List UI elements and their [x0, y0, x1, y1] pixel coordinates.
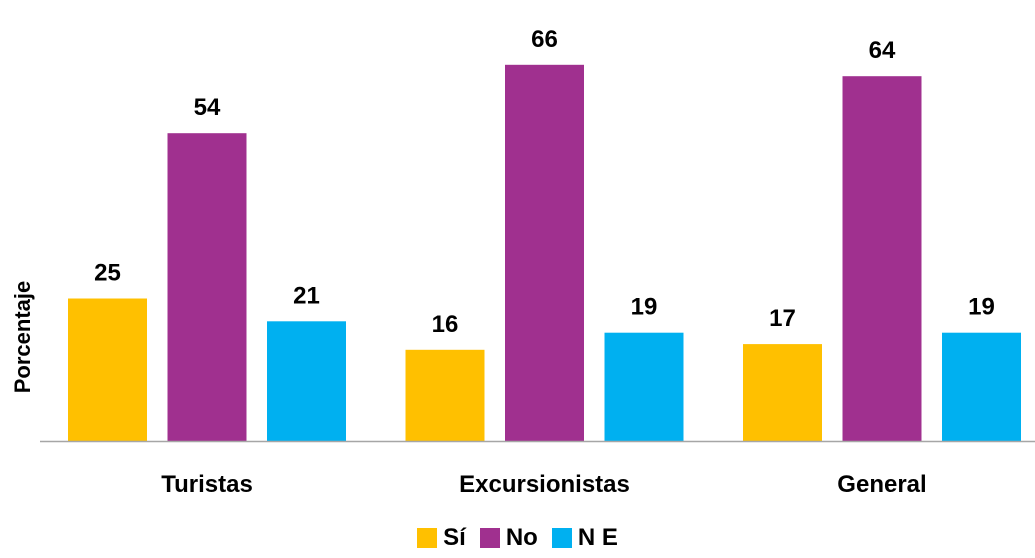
bar-excursionistas-1 — [505, 64, 584, 442]
legend-label: No — [505, 524, 538, 551]
value-labels: 25 54 21 16 66 19 17 64 19 — [94, 26, 995, 338]
category-labels: Turistas Excursionistas General — [161, 471, 926, 498]
legend-item: Sí — [417, 524, 466, 552]
bar-turistas-2 — [267, 321, 346, 441]
bar-general-0 — [743, 344, 822, 441]
category-label-turistas: Turistas — [161, 471, 253, 498]
bar-general-2 — [942, 332, 1021, 441]
value-label: 19 — [631, 294, 658, 321]
value-label: 54 — [194, 94, 221, 121]
category-label-general: General — [837, 471, 926, 498]
value-label: 19 — [968, 294, 995, 321]
legend-swatch — [417, 528, 438, 548]
legend-label: Sí — [443, 524, 466, 551]
legend-item: N E — [551, 524, 618, 552]
value-label: 66 — [531, 26, 558, 53]
legend-swatch — [551, 528, 572, 548]
legend: Sí No N E — [0, 524, 1035, 552]
bars — [68, 64, 1021, 442]
value-label: 16 — [432, 311, 459, 338]
y-axis-label: Porcentaje — [10, 281, 35, 394]
legend-swatch — [479, 528, 500, 548]
bar-turistas-0 — [68, 298, 147, 441]
bar-general-1 — [842, 76, 922, 441]
value-label: 25 — [94, 260, 121, 287]
legend-label: N E — [577, 524, 618, 551]
bar-turistas-1 — [167, 133, 247, 441]
legend-item: No — [479, 524, 538, 552]
value-label: 64 — [869, 37, 896, 64]
category-label-excursionistas: Excursionistas — [459, 471, 630, 498]
bar-chart: Porcentaje 25 54 21 16 66 19 17 64 19 Turistas Ex… — [10, 26, 1035, 498]
bar-excursionistas-0 — [405, 349, 485, 441]
value-label: 17 — [769, 305, 796, 332]
bar-excursionistas-2 — [604, 332, 684, 441]
value-label: 21 — [293, 282, 320, 309]
